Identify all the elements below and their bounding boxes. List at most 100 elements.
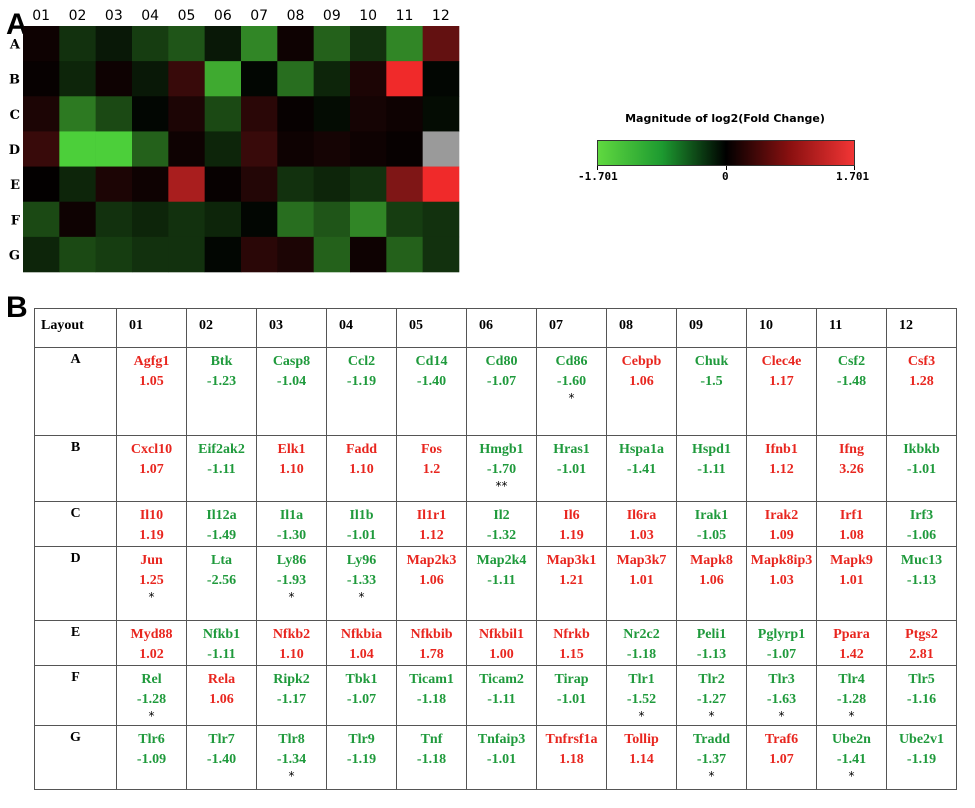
heatmap-row-label: E xyxy=(10,178,20,193)
heatmap-cell-A01 xyxy=(23,26,60,62)
gene-cell: Mapk9 1.01 xyxy=(816,546,887,621)
heatmap-cell-F02 xyxy=(59,201,96,238)
heatmap-cell-F08 xyxy=(277,201,314,238)
heatmap-cell-D04 xyxy=(132,131,169,167)
gene-cell: Map2k4 -1.11 xyxy=(466,546,537,621)
gene-fold-change: -1.40 xyxy=(416,374,447,389)
gene-fold-change: -1.28 xyxy=(136,692,167,707)
gene-cell: Fos 1.2 xyxy=(396,435,467,502)
gene-cell: Tlr7 -1.40 xyxy=(186,725,257,790)
gene-cell: Map2k3 1.06 xyxy=(396,546,467,621)
heatmap-cell-G04 xyxy=(132,236,169,273)
legend-mid-label: 0 xyxy=(722,170,729,183)
gene-fold-change: 1.06 xyxy=(209,692,234,707)
table-row-header: G xyxy=(34,725,117,790)
heatmap-cell-D03 xyxy=(95,131,133,167)
table-row: G Tlr6 -1.09 Tlr7 -1.40 Tlr8 -1.34 * Tlr9 -1.19 Tn… xyxy=(34,725,957,790)
heatmap-cell-A08 xyxy=(277,26,314,62)
gene-fold-change: 1.21 xyxy=(559,573,584,588)
gene-fold-change: 1.12 xyxy=(419,528,444,543)
gene-cell: Traf6 1.07 xyxy=(746,725,817,790)
heatmap-cell-A10 xyxy=(350,26,387,62)
gene-cell: Ripk2 -1.17 xyxy=(256,665,327,726)
heatmap-cell-E07 xyxy=(241,166,278,203)
gene-name: Tlr6 xyxy=(138,732,165,747)
significance-marker: * xyxy=(568,391,575,405)
gene-fold-change: -1.34 xyxy=(276,752,307,767)
heatmap-cell-G12 xyxy=(422,236,460,273)
gene-name: Nfkbil1 xyxy=(478,627,525,642)
gene-name: Cebpb xyxy=(621,354,662,369)
gene-fold-change: -1.07 xyxy=(346,692,377,707)
table-column-header: 04 xyxy=(326,308,397,348)
table-row-header: D xyxy=(34,546,117,621)
gene-fold-change: 1.01 xyxy=(629,573,654,588)
heatmap-cell-B02 xyxy=(59,61,96,97)
gene-fold-change: -1.11 xyxy=(207,462,236,477)
gene-name: Tlr5 xyxy=(908,672,935,687)
gene-fold-change: -1.18 xyxy=(626,647,657,662)
gene-name: Peli1 xyxy=(696,627,727,642)
gene-name: Tlr3 xyxy=(768,672,795,687)
gene-fold-change: -1.93 xyxy=(276,573,307,588)
gene-cell: Il2 -1.32 xyxy=(466,501,537,547)
gene-name: Hras1 xyxy=(553,442,590,457)
heatmap-cell-G06 xyxy=(204,236,242,273)
heatmap-column-label: 04 xyxy=(141,8,159,24)
gene-name: Cxcl10 xyxy=(130,442,173,457)
gene-cell: Tlr4 -1.28 * xyxy=(816,665,887,726)
heatmap-cell-C05 xyxy=(168,96,205,132)
gene-fold-change: -1.30 xyxy=(276,528,307,543)
gene-cell: Rela 1.06 xyxy=(186,665,257,726)
gene-name: Ikbkb xyxy=(903,442,940,457)
legend-tick-mark-mid xyxy=(726,166,727,170)
heatmap-cell-A07 xyxy=(241,26,278,62)
gene-cell: Irak1 -1.05 xyxy=(676,501,747,547)
heatmap-cell-C04 xyxy=(132,96,169,132)
gene-cell: Clec4e 1.17 xyxy=(746,347,817,436)
gene-fold-change: -1.11 xyxy=(697,462,726,477)
heatmap-cell-B01 xyxy=(23,61,60,97)
table-column-header: 05 xyxy=(396,308,467,348)
gene-name: Mapk9 xyxy=(830,553,873,568)
gene-cell: Lta -2.56 xyxy=(186,546,257,621)
gene-name: Csf3 xyxy=(907,354,936,369)
significance-marker: * xyxy=(848,709,855,723)
gene-name: Ticam2 xyxy=(479,672,524,687)
table-row: A Agfg1 1.05 Btk -1.23 Casp8 -1.04 Ccl2 -1.19 Cd1… xyxy=(34,347,957,436)
gene-cell: Tnfaip3 -1.01 xyxy=(466,725,537,790)
heatmap-column-label: 06 xyxy=(214,8,232,24)
gene-name: Map3k7 xyxy=(616,553,667,568)
significance-marker: ** xyxy=(495,479,508,493)
heatmap-cell-D06 xyxy=(204,131,242,167)
gene-name: Cd14 xyxy=(415,354,448,369)
gene-fold-change: -1.32 xyxy=(486,528,517,543)
gene-fold-change: -1.18 xyxy=(416,752,447,767)
gene-fold-change: 1.07 xyxy=(139,462,164,477)
gene-fold-change: -1.23 xyxy=(206,374,237,389)
gene-name: Rela xyxy=(207,672,236,687)
gene-cell: Cd86 -1.60 * xyxy=(536,347,607,436)
gene-fold-change: -1.70 xyxy=(486,462,517,477)
heatmap-cell-F03 xyxy=(95,201,133,238)
gene-cell: Chuk -1.5 xyxy=(676,347,747,436)
heatmap-cell-F10 xyxy=(350,201,387,238)
gene-name: Tlr8 xyxy=(278,732,305,747)
heatmap-cell-G09 xyxy=(313,236,351,273)
gene-fold-change: 1.08 xyxy=(839,528,864,543)
legend-title: Magnitude of log2(Fold Change) xyxy=(625,112,825,125)
gene-cell: Ccl2 -1.19 xyxy=(326,347,397,436)
gene-name: Pglyrp1 xyxy=(757,627,806,642)
gene-cell: Il12a -1.49 xyxy=(186,501,257,547)
gene-cell: Tnfrsf1a 1.18 xyxy=(536,725,607,790)
gene-name: Mapk8 xyxy=(690,553,733,568)
gene-fold-change: 1.03 xyxy=(769,573,794,588)
table-row: F Rel -1.28 * Rela 1.06 Ripk2 -1.17 Tbk1 -1.07 Tic… xyxy=(34,665,957,726)
heatmap-column-label: 01 xyxy=(32,8,50,24)
heatmap-cell-F05 xyxy=(168,201,205,238)
gene-cell: Muc13 -1.13 xyxy=(886,546,957,621)
gene-fold-change: -1.63 xyxy=(766,692,797,707)
gene-name: Tlr4 xyxy=(838,672,865,687)
gene-cell: Elk1 1.10 xyxy=(256,435,327,502)
gene-name: Tradd xyxy=(692,732,731,747)
